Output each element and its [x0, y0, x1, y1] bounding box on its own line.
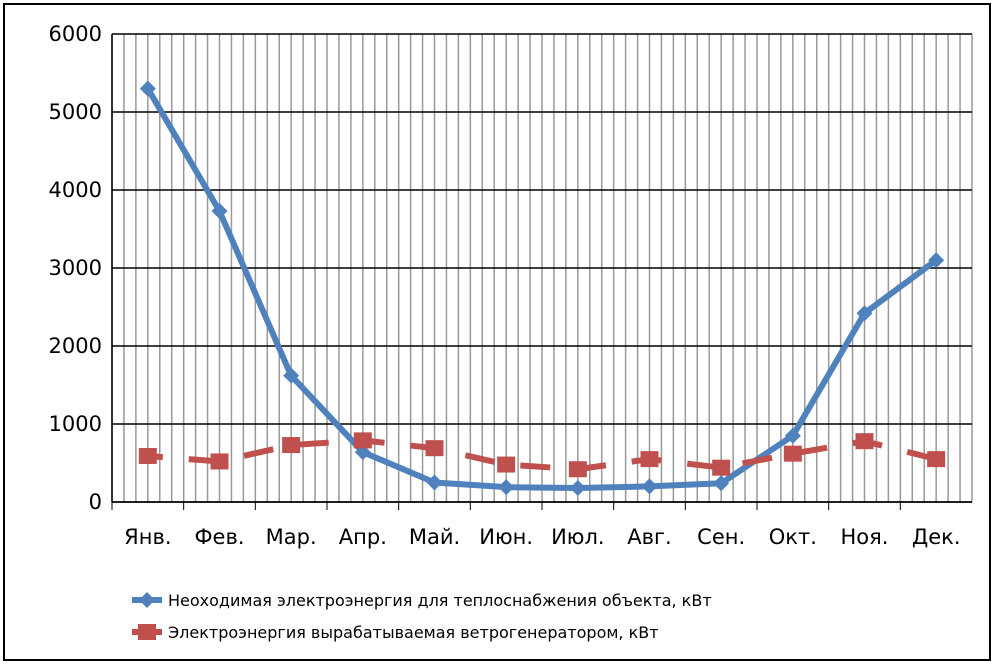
point	[927, 451, 946, 468]
series-line	[147, 437, 937, 473]
point	[855, 433, 874, 450]
y-tick-label: 5000	[49, 100, 102, 124]
x-tick-label: Дек.	[912, 525, 961, 549]
x-tick-label: Авг.	[627, 525, 671, 549]
point	[928, 252, 945, 269]
x-tick-label: Сен.	[697, 525, 745, 549]
y-tick-label: 2000	[49, 334, 102, 358]
legend-label: Неоходимая электроэнергия для теплоснабж…	[168, 591, 712, 610]
y-tick-label: 1000	[49, 412, 102, 436]
point	[856, 305, 873, 322]
point	[282, 437, 301, 454]
legend-label: Электроэнергия вырабатываемая ветрогенер…	[168, 623, 659, 642]
x-tick-label: Мар.	[266, 525, 317, 549]
point	[783, 445, 802, 462]
point	[568, 461, 587, 478]
legend-marker	[138, 624, 156, 640]
point	[425, 440, 444, 457]
y-tick-label: 4000	[49, 178, 102, 202]
point	[641, 478, 658, 495]
x-tick-label: Апр.	[339, 525, 387, 549]
x-tick-label: Фев.	[194, 525, 244, 549]
x-tick-label: Янв.	[124, 525, 171, 549]
point	[569, 479, 586, 496]
point	[353, 432, 372, 449]
x-tick-label: Июл.	[551, 525, 604, 549]
series-line	[145, 87, 938, 491]
point	[712, 459, 731, 476]
y-tick-label: 6000	[49, 22, 102, 46]
point	[640, 451, 659, 468]
x-tick-label: Ноя.	[841, 525, 889, 549]
point	[138, 447, 157, 464]
x-tick-label: Окт.	[769, 525, 817, 549]
point	[713, 475, 730, 492]
y-tick-label: 3000	[49, 256, 102, 280]
frame	[3, 3, 991, 661]
point	[784, 427, 801, 444]
point	[497, 456, 516, 473]
point	[210, 453, 229, 470]
point	[139, 80, 156, 97]
x-tick-label: Июн.	[479, 525, 533, 549]
legend-marker	[139, 592, 155, 608]
x-tick-label: Май.	[409, 525, 460, 549]
point	[283, 367, 300, 384]
point	[211, 203, 228, 220]
y-tick-label: 0	[89, 490, 102, 514]
point	[426, 474, 443, 491]
point	[498, 479, 515, 496]
